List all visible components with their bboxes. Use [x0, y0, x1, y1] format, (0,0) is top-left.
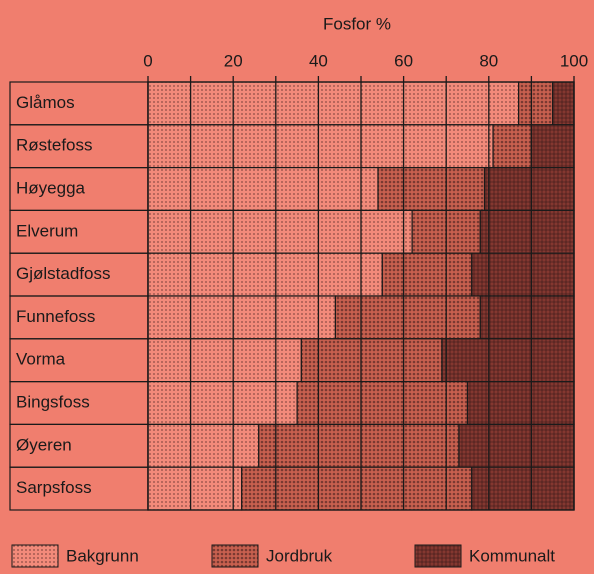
y-tick-label: Vorma — [16, 350, 66, 369]
bar-segment — [147, 81, 520, 126]
x-tick-label: 0 — [143, 51, 152, 70]
x-tick-label: 80 — [479, 51, 498, 70]
y-tick-label: Bingsfoss — [16, 392, 90, 411]
legend-swatch — [414, 544, 462, 568]
y-tick-label: Høyegga — [16, 178, 86, 197]
bar-segment — [377, 167, 486, 212]
bar-segment — [441, 338, 575, 383]
bar-segment — [381, 252, 473, 297]
bar-segment — [471, 252, 575, 297]
bar-segment — [334, 295, 481, 340]
x-tick-label: 40 — [309, 51, 328, 70]
bar-segment — [552, 81, 575, 126]
y-tick-label: Elverum — [16, 221, 78, 240]
y-tick-label: Gjølstadfoss — [16, 264, 110, 283]
bar-segment — [471, 466, 575, 511]
legend-label: Jordbruk — [266, 546, 333, 565]
bar-segment — [147, 423, 260, 468]
legend-label: Kommunalt — [469, 546, 555, 565]
y-tick-label: Øyeren — [16, 435, 72, 454]
plot-frame — [147, 81, 575, 511]
x-tick-label: 60 — [394, 51, 413, 70]
y-tick-label: Glåmos — [16, 93, 75, 112]
y-tick-label: Funnefoss — [16, 307, 95, 326]
y-tick-label: Sarpsfoss — [16, 478, 92, 497]
bar-segment — [147, 338, 302, 383]
bar-segment — [258, 423, 460, 468]
bar-segment — [147, 295, 337, 340]
bar-segment — [492, 124, 532, 169]
bar-segment — [147, 167, 379, 212]
chart-title: Fosfor % — [323, 14, 391, 33]
bar-segment — [147, 209, 413, 254]
bar-segment — [300, 338, 443, 383]
bar-segment — [147, 252, 383, 297]
bar-segment — [466, 381, 575, 426]
x-tick-label: 20 — [224, 51, 243, 70]
bar-segment — [479, 209, 575, 254]
legend-label: Bakgrunn — [66, 546, 139, 565]
legend-swatch — [11, 544, 59, 568]
bar-segment — [483, 167, 575, 212]
x-tick-label: 100 — [560, 51, 588, 70]
bar-segment — [296, 381, 469, 426]
bar-segment — [147, 466, 243, 511]
y-tick-label: Røstefoss — [16, 136, 93, 155]
bar-segment — [518, 81, 554, 126]
bar-segment — [147, 381, 298, 426]
bar-segment — [479, 295, 575, 340]
bar-segment — [147, 124, 494, 169]
bar-segment — [458, 423, 575, 468]
legend-swatch — [211, 544, 259, 568]
bar-segment — [530, 124, 575, 169]
